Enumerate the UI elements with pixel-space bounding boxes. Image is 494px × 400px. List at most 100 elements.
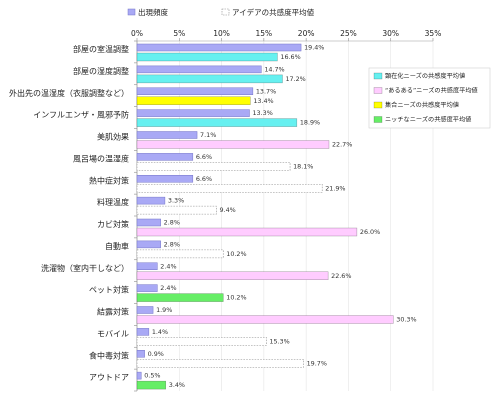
need-legend-label-niche: ニッチなニーズの共感度平均値 [385,116,471,124]
empathy-value-label-14: 19.7% [307,359,327,367]
empathy-value-label-8: 26.0% [360,228,380,236]
empathy-value-label-1: 17.2% [285,75,305,83]
frequency-bar-2 [136,87,254,95]
empathy-value-label-9: 10.2% [226,250,246,258]
empathy-bar-3 [136,118,298,127]
x-tick-label-2: 10% [213,29,230,38]
category-label-15: アウトドア [89,373,129,382]
need-legend-swatch-manifest [373,72,383,80]
frequency-value-label-6: 6.6% [196,175,212,183]
category-label-5: 風呂場の温湿度 [73,153,129,163]
need-legend-box [368,67,491,129]
empathy-bar-0 [136,52,278,62]
empathy-bar-9 [136,249,224,259]
empathy-bar-12 [136,315,394,324]
frequency-bar-8 [136,218,161,227]
need-type-legend: 顕在化ニーズの共感度平均値 “あるある”ニーズの共感度平均値 集合ニーズの共感度… [368,67,491,129]
category-label-4: 美肌効果 [97,132,129,142]
frequency-value-label-14: 0.9% [148,350,164,358]
empathy-value-label-13: 15.3% [269,337,289,345]
category-label-2: 外出先の温湿度（衣服調整など） [9,88,129,98]
frequency-bar-5 [136,153,194,161]
empathy-value-label-11: 10.2% [226,294,246,302]
x-tick-label-4: 20% [298,29,315,38]
frequency-bar-11 [136,284,158,292]
x-tick-label-5: 25% [340,29,357,38]
empathy-value-label-3: 18.9% [300,119,320,127]
frequency-value-label-7: 3.3% [168,197,184,205]
category-label-8: カビ対策 [97,219,129,229]
data-labels: 19.4% 16.6% 14.7%17.2% 13.7% 13.4% 13.3% 18.9%… [144,44,416,390]
x-tick-label-6: 30% [382,29,399,38]
empathy-bar-11 [136,293,224,302]
frequency-value-label-11: 2.4% [160,284,176,292]
need-legend-label-aggregate: 集合ニーズの共感度平均値 [385,101,459,109]
empathy-value-label-4: 22.7% [332,141,352,149]
frequency-value-label-0: 19.4% [304,44,324,52]
frequency-value-label-2: 13.7% [256,87,276,95]
empathy-bar-14 [136,358,304,368]
category-label-7: 料理温度 [97,197,129,207]
need-legend-swatch-aggregate [373,101,383,109]
frequency-bar-15 [136,371,142,380]
frequency-bar-12 [136,306,154,314]
category-label-12: 結露対策 [97,307,129,317]
empathy-value-label-5: 18.1% [293,162,313,170]
category-label-11: ペット対策 [89,285,129,295]
empathy-bar-1 [136,74,283,84]
frequency-value-label-9: 2.8% [164,240,180,248]
empathy-value-label-10: 22.6% [331,272,351,280]
frequency-bar-6 [136,175,194,183]
frequency-bar-13 [136,328,150,336]
frequency-value-label-13: 1.4% [152,328,168,336]
frequency-bar-7 [136,196,166,205]
legend-label-empathy: アイデアの共感度平均値 [232,7,315,17]
empathy-value-label-6: 21.9% [325,184,345,192]
frequency-bar-9 [136,240,161,249]
category-label-0: 部屋の室温調整 [73,44,129,54]
frequency-value-label-3: 13.3% [252,109,272,117]
empathy-bar-15 [136,380,167,390]
frequency-bar-1 [136,65,262,74]
legend-label-frequency: 出現頻度 [138,7,168,17]
legend-swatch-frequency [127,8,136,16]
category-label-14: 食中毒対策 [89,350,129,360]
category-label-1: 部屋の湿度調整 [73,66,129,76]
frequency-bar-4 [136,131,198,139]
frequency-value-label-10: 2.4% [160,262,176,270]
frequency-bar-10 [136,262,158,270]
frequency-value-label-8: 2.8% [164,219,180,227]
frequency-value-label-15: 0.5% [144,372,160,380]
empathy-value-label-12: 30.3% [396,316,416,324]
empathy-bar-10 [136,271,329,280]
x-tick-label-7: 35% [425,29,442,38]
frequency-bar-0 [136,43,302,52]
empathy-bar-7 [136,205,217,215]
empathy-bar-2 [136,96,251,105]
empathy-value-label-7: 9.4% [219,206,235,214]
empathy-value-label-2: 13.4% [253,97,273,105]
x-tick-label-0: 0% [131,29,143,38]
frequency-bar-3 [136,109,250,117]
legend-swatch-empathy [221,8,230,16]
empathy-bar-4 [136,140,330,149]
frequency-bar-14 [136,350,145,358]
empathy-bar-8 [136,227,358,237]
category-label-3: インフルエンザ・風邪予防 [33,110,129,120]
category-label-10: 洗濯物（室内干しなど） [41,263,129,273]
frequency-value-label-4: 7.1% [200,131,216,139]
category-label-9: 自動車 [105,241,129,251]
need-legend-swatch-niche [373,116,383,123]
empathy-bar-6 [136,183,323,193]
need-legend-label-aruaru: “あるある”ニーズの共感度平均値 [385,87,478,95]
x-tick-label-3: 15% [256,29,273,38]
need-legend-label-manifest: 顕在化ニーズの共感度平均値 [385,72,465,80]
empathy-value-label-0: 16.6% [280,53,300,61]
frequency-value-label-1: 14.7% [264,65,284,73]
category-label-13: モバイル [97,329,129,338]
need-legend-swatch-aruaru [373,87,383,94]
bars [136,43,394,390]
empathy-bar-5 [136,162,291,171]
empathy-value-label-15: 3.4% [169,381,185,389]
